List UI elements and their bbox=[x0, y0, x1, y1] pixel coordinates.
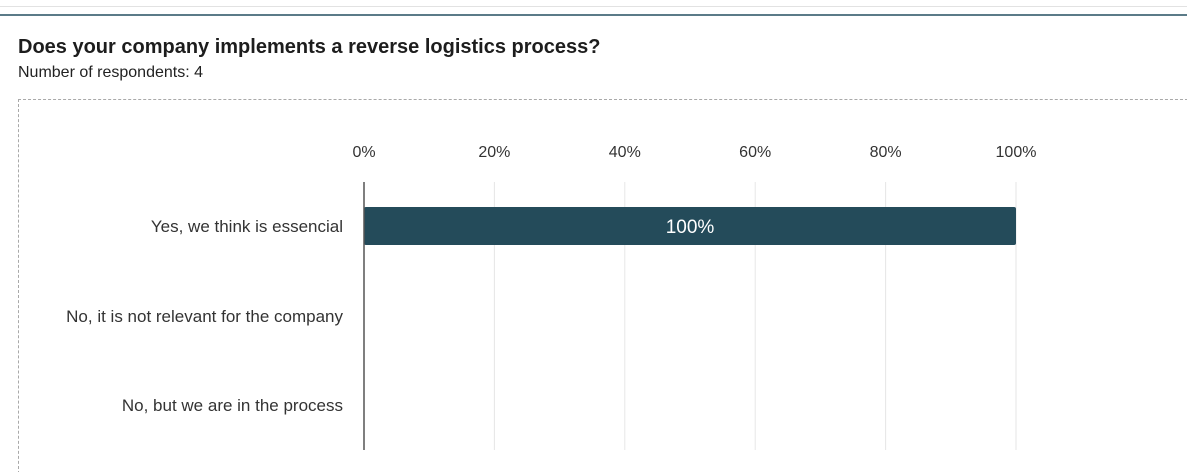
top-divider-light bbox=[0, 6, 1187, 7]
bar bbox=[364, 207, 1016, 245]
question-title: Does your company implements a reverse l… bbox=[18, 36, 601, 58]
category-labels: Yes, we think is essencial No, it is not … bbox=[66, 217, 343, 415]
x-tick-label: 40% bbox=[609, 144, 641, 161]
chart-frame bbox=[18, 99, 1187, 472]
x-tick-label: 100% bbox=[996, 144, 1037, 161]
category-label: Yes, we think is essencial bbox=[151, 217, 343, 236]
x-tick-label: 20% bbox=[478, 144, 510, 161]
category-label: No, it is not relevant for the company bbox=[66, 307, 343, 326]
bars: 100% bbox=[364, 207, 1016, 245]
x-tick-label: 60% bbox=[739, 144, 771, 161]
category-label: No, but we are in the process bbox=[122, 396, 343, 415]
respondent-count: Number of respondents: 4 bbox=[18, 64, 203, 81]
x-tick-label: 80% bbox=[870, 144, 902, 161]
bar-data-label: 100% bbox=[666, 217, 715, 238]
x-tick-label: 0% bbox=[352, 144, 375, 161]
top-divider bbox=[0, 14, 1187, 16]
x-tick-labels: 0% 20% 40% 60% 80% 100% bbox=[352, 144, 1036, 161]
